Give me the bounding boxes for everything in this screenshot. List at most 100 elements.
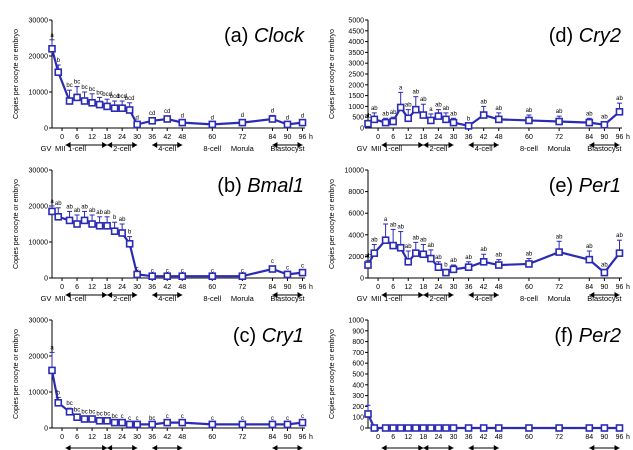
data-point — [370, 249, 379, 257]
data-point — [411, 424, 420, 432]
significance-label: ab — [397, 225, 404, 231]
x-tick-label: 0 — [376, 284, 380, 291]
data-point — [442, 115, 450, 124]
x-tick-label: 42 — [163, 284, 171, 291]
significance-label: ab — [616, 233, 623, 239]
x-tick-label: 18 — [103, 434, 111, 441]
data-point — [364, 261, 372, 269]
stage-label: 4-cell — [475, 294, 493, 303]
stage-label: GV — [357, 294, 368, 303]
data-point — [283, 420, 292, 429]
stage-label: 2-cell — [429, 144, 447, 153]
data-point — [615, 424, 624, 432]
arrowhead — [152, 292, 158, 298]
x-tick-label: 60 — [208, 134, 216, 141]
x-tick-label: 60 — [208, 434, 216, 441]
x-tick-label: 24 — [118, 434, 126, 441]
x-tick-label: 96 — [299, 134, 307, 141]
data-point — [208, 120, 217, 129]
arrowhead — [107, 142, 113, 148]
data-point — [479, 111, 488, 119]
x-tick-label: 96 — [299, 284, 307, 291]
x-tick-label: 90 — [600, 434, 608, 441]
stage-label: 1-cell — [384, 294, 402, 303]
data-point — [80, 415, 89, 423]
x-tick-label: 48 — [178, 434, 186, 441]
data-point — [163, 115, 172, 123]
y-tick-label: 100 — [352, 415, 364, 422]
panel-title-prefix: (c) — [233, 325, 262, 347]
x-tick-label: 72 — [555, 284, 563, 291]
data-point — [133, 270, 141, 279]
arrowhead — [132, 142, 138, 148]
significance-label: ab — [428, 243, 435, 249]
x-tick-label: 24 — [435, 134, 443, 141]
x-tick-label: 12 — [404, 284, 412, 291]
arrowhead — [448, 445, 454, 450]
x-tick-label: 48 — [178, 284, 186, 291]
y-tick-label: 1500 — [348, 93, 364, 100]
stage-label: 8-cell — [203, 294, 221, 303]
data-point — [148, 272, 156, 280]
data-point — [411, 105, 420, 114]
x-tick-label: 24 — [118, 284, 126, 291]
data-point — [54, 212, 63, 221]
significance-label: ab — [390, 110, 397, 116]
x-tick-label: 42 — [480, 284, 488, 291]
data-point — [125, 240, 134, 248]
chart-panel-c: 0 10000 20000 30000 Copies per oocyte or emb… — [13, 318, 313, 450]
significance-label: c — [136, 266, 139, 272]
arrowhead — [448, 142, 454, 148]
data-point — [494, 424, 503, 432]
data-point — [404, 258, 413, 266]
data-point — [585, 255, 594, 264]
data-point — [54, 68, 63, 76]
significance-label: c — [151, 268, 154, 274]
significance-label: ab — [450, 111, 457, 117]
significance-label: ab — [495, 106, 502, 112]
panel-title: (e) Per1 — [549, 175, 621, 197]
arrowhead — [468, 142, 474, 148]
data-point — [238, 420, 247, 429]
x-tick-label: 84 — [585, 134, 593, 141]
panel-title-gene: Cry1 — [262, 325, 304, 347]
significance-label: ab — [586, 244, 593, 250]
panel-title: (c) Cry1 — [233, 325, 304, 347]
x-tick-label: 18 — [103, 134, 111, 141]
data-point — [88, 220, 96, 228]
data-point — [585, 118, 594, 127]
significance-label: ab — [420, 238, 427, 244]
data-point — [178, 418, 187, 427]
data-point — [434, 112, 443, 120]
data-point — [464, 424, 473, 432]
y-tick-label: 6000 — [348, 211, 364, 218]
x-tick-label: 30 — [133, 434, 141, 441]
x-tick-label: 42 — [163, 134, 171, 141]
arrowhead — [614, 142, 620, 148]
significance-label: bc — [81, 85, 87, 91]
x-tick-label: 24 — [118, 134, 126, 141]
significance-label: bc — [66, 83, 72, 89]
data-point — [419, 250, 428, 259]
arrowhead — [468, 445, 474, 450]
y-tick-label: 30000 — [29, 318, 49, 325]
significance-label: a — [384, 217, 388, 223]
data-point — [427, 424, 435, 432]
x-tick-label: 96 — [299, 434, 307, 441]
data-point — [73, 413, 81, 421]
significance-label: ab — [55, 201, 62, 207]
data-point — [494, 115, 503, 124]
stage-label: Morula — [548, 144, 572, 153]
y-tick-label: 900 — [352, 328, 364, 335]
significance-label: ab — [382, 111, 389, 117]
significance-label: c — [181, 268, 184, 274]
data-point — [479, 258, 488, 266]
arrowhead — [152, 445, 158, 450]
significance-label: ab — [450, 258, 457, 264]
panel-title-gene: Bmal1 — [247, 175, 304, 197]
y-tick-label: 2500 — [348, 72, 364, 79]
significance-label: c — [166, 268, 169, 274]
data-point — [163, 418, 172, 427]
x-tick-label: 0 — [376, 134, 380, 141]
arrowhead — [177, 292, 183, 298]
